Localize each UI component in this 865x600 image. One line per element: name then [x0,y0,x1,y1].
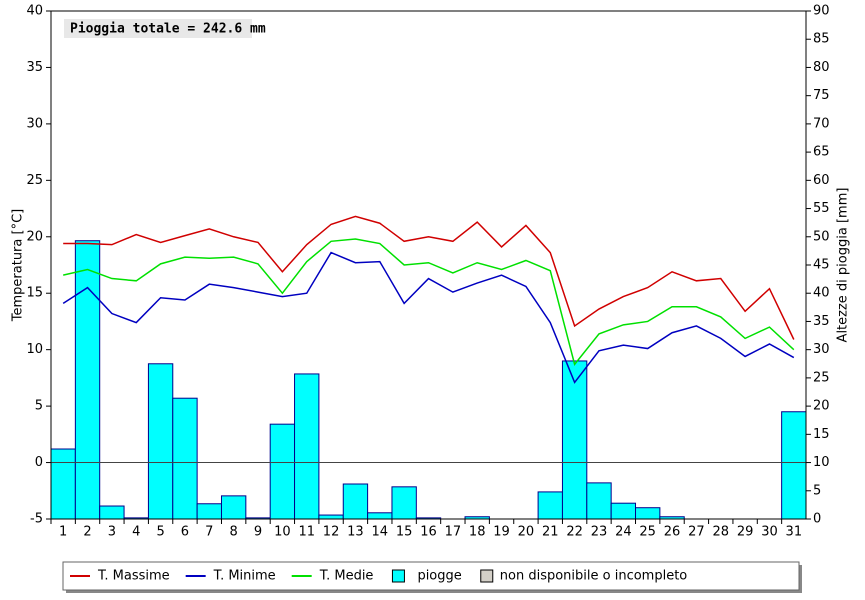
rain-bar [172,397,198,520]
x-tick-label: 8 [230,525,238,540]
rain-bar [586,482,612,520]
x-tick-label: 3 [108,525,116,540]
x-tick-label: 24 [615,525,632,540]
rain-bar [781,411,807,520]
y2-tick-label: 50 [813,229,830,244]
y2-tick-label: 15 [813,427,830,442]
y2-tick-label: 25 [813,370,830,385]
y-tick-label: 5 [35,399,43,414]
x-tick-label: 13 [347,525,364,540]
annotation-box [64,19,252,38]
rain-bar [269,423,296,520]
rain-bar [99,505,125,520]
legend-label: T. Medie [319,569,374,584]
x-tick-label: 4 [132,525,140,540]
x-tick-label: 5 [156,525,164,540]
y-tick-label: 25 [26,173,43,188]
rain-bar [74,240,101,520]
x-tick-label: 18 [469,525,486,540]
y2-tick-label: 45 [813,258,830,273]
temperature-line [62,251,795,384]
y-tick-label: -5 [30,512,43,527]
y-axis-label: Temperatura [°C] [11,209,26,322]
x-tick-label: 19 [493,525,510,540]
rain-bar [318,514,344,520]
y-tick-label: 40 [26,4,43,19]
x-tick-label: 28 [712,525,729,540]
x-tick-label: 22 [566,525,583,540]
x-tick-label: 16 [420,525,437,540]
y2-tick-label: 80 [813,60,830,75]
legend-label: piogge [417,569,461,584]
legend-label: T. Massime [97,569,170,584]
y2-tick-label: 10 [813,455,830,470]
x-tick-label: 14 [372,525,389,540]
rain-bar [196,503,222,520]
temperature-line [63,238,795,366]
x-tick-label: 17 [445,525,462,540]
rain-bar [367,512,393,520]
legend-label: non disponibile o incompleto [500,569,688,584]
rain-bar [561,360,588,520]
x-tick-label: 26 [664,525,681,540]
x-tick-label: 31 [786,525,803,540]
x-tick-label: 25 [639,525,656,540]
y2-tick-label: 70 [813,116,830,131]
y-tick-label: 15 [26,286,43,301]
rain-bar [537,491,563,520]
y-tick-label: 30 [26,116,43,131]
y2-tick-label: 55 [813,201,830,216]
x-tick-label: 7 [205,525,213,540]
y-tick-label: 35 [26,60,43,75]
legend-label: T. Minime [213,569,276,584]
rain-bar [50,448,76,520]
y2-tick-label: 65 [813,145,830,160]
x-tick-label: 1 [59,525,67,540]
y2-tick-label: 40 [813,286,830,301]
y-tick-label: 10 [26,342,43,357]
x-tick-label: 23 [591,525,608,540]
y2-axis-label: Altezze di pioggia [mm] [836,188,851,343]
y-tick-label: 0 [35,455,43,470]
legend-box [62,561,800,591]
x-tick-label: 10 [274,525,291,540]
y2-tick-label: 90 [813,4,830,19]
rain-bar [342,483,369,520]
legend-swatch [391,569,405,583]
y2-tick-label: 30 [813,342,830,357]
y2-tick-label: 35 [813,314,830,329]
y2-tick-label: 85 [813,32,830,47]
y2-tick-label: 5 [813,483,821,498]
x-tick-label: 21 [542,525,559,540]
x-tick-label: 30 [761,525,778,540]
x-tick-label: 6 [181,525,189,540]
x-tick-label: 15 [396,525,413,540]
rain-bar [147,363,174,520]
rain-bar [610,502,637,520]
y2-tick-label: 75 [813,88,830,103]
x-tick-label: 9 [254,525,262,540]
rain-bar [391,486,417,520]
temperature-line [63,215,795,340]
x-tick-label: 2 [83,525,91,540]
legend-swatch [480,569,494,583]
y-tick-label: 20 [26,229,43,244]
y2-tick-label: 60 [813,173,830,188]
annotation: Pioggia totale = 242.6 mm [70,22,266,37]
x-tick-label: 11 [298,525,315,540]
rain-bar [294,373,320,520]
x-tick-label: 27 [688,525,705,540]
y2-tick-label: 0 [813,512,821,527]
rain-bar [635,507,661,520]
x-tick-label: 12 [323,525,340,540]
y2-tick-label: 20 [813,399,830,414]
rain-bar [220,495,247,520]
x-tick-label: 29 [737,525,754,540]
x-tick-label: 20 [518,525,535,540]
